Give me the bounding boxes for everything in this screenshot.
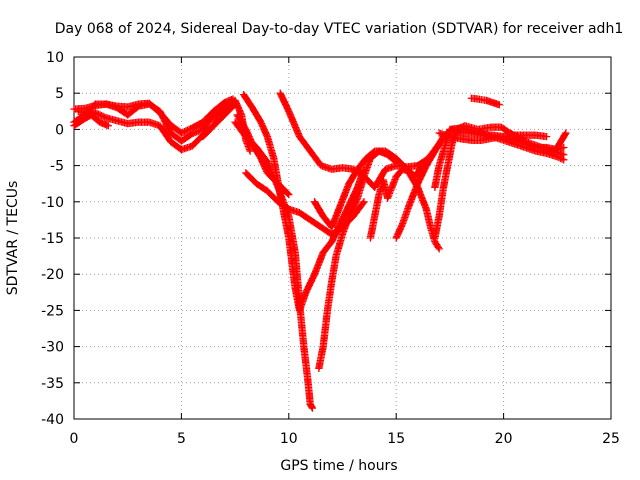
series-markers <box>467 94 503 109</box>
x-tick-label: 15 <box>387 431 405 447</box>
series-markers <box>435 129 551 144</box>
series-track-p <box>431 124 568 191</box>
series-markers <box>240 90 368 315</box>
y-axis-label: SDTVAR / TECUs <box>5 181 21 296</box>
x-axis-label: GPS time / hours <box>280 458 397 474</box>
y-tick-label: -35 <box>41 376 64 392</box>
y-tick-label: -40 <box>41 412 64 428</box>
x-tick-label: 5 <box>177 431 186 447</box>
y-tick-label: 5 <box>55 86 64 102</box>
y-tick-label: 10 <box>46 50 64 66</box>
series-markers <box>315 147 400 372</box>
x-tick-label: 0 <box>70 431 79 447</box>
series-track-m <box>366 161 426 242</box>
y-tick-label: -10 <box>41 195 64 211</box>
y-tick-label: 0 <box>55 122 64 138</box>
series-markers <box>366 161 426 242</box>
series-markers <box>431 124 568 191</box>
y-tick-label: -30 <box>41 340 64 356</box>
y-tick-label: -15 <box>41 231 64 247</box>
x-tick-label: 25 <box>602 431 620 447</box>
x-tick-label: 10 <box>280 431 298 447</box>
series-track-l <box>315 147 400 372</box>
series-markers <box>74 107 113 130</box>
axis-ticks: 0 5 10 15 20 25 10 5 0 -5 -10 -15 -20 -25 -30 -35 -40 <box>41 50 620 447</box>
series-track-d <box>74 107 113 130</box>
series-track-q <box>467 94 503 109</box>
series-track-s <box>553 129 570 152</box>
data-points <box>70 89 570 412</box>
series-markers <box>553 129 570 152</box>
y-tick-label: -25 <box>41 303 64 319</box>
series-track-g <box>240 90 368 315</box>
y-tick-label: -5 <box>50 159 64 175</box>
y-tick-label: -20 <box>41 267 64 283</box>
series-markers <box>233 111 293 199</box>
x-tick-label: 20 <box>495 431 513 447</box>
chart-title: Day 068 of 2024, Sidereal Day-to-day VTE… <box>55 21 623 37</box>
series-track-r <box>435 129 551 144</box>
series-track-h <box>233 111 293 199</box>
